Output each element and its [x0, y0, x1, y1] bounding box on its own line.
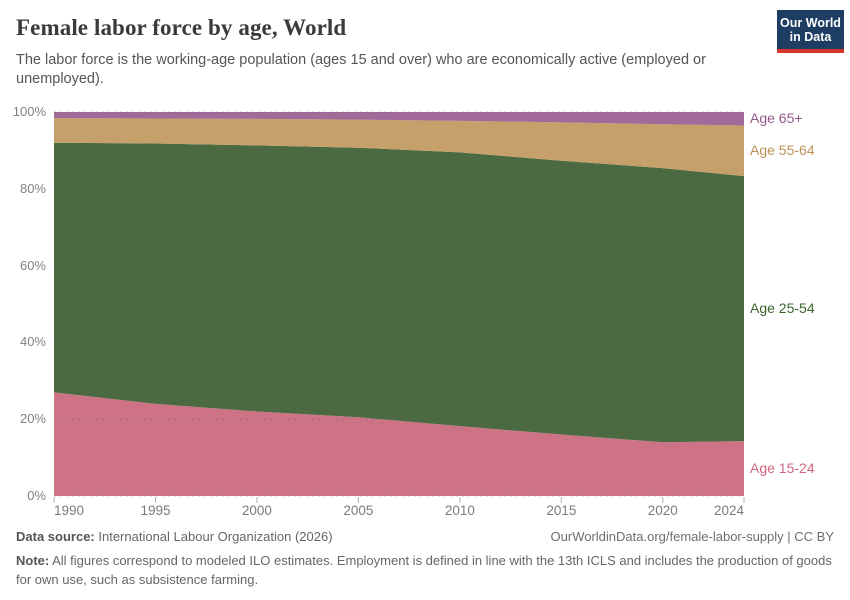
note-value: All figures correspond to modeled ILO es… — [16, 553, 832, 587]
legend-label-age-65[interactable]: Age 65+ — [750, 109, 803, 126]
chart-footer: Data source: International Labour Organi… — [16, 529, 834, 589]
owid-logo-text: Our World in Data — [777, 10, 844, 49]
chart-subtitle: The labor force is the working-age popul… — [16, 52, 706, 87]
page-title: Female labor force by age, World — [16, 15, 347, 40]
data-source-value: International Labour Organization (2026) — [98, 529, 333, 544]
area-age-15-24[interactable] — [54, 392, 744, 496]
legend-label-age-25-54[interactable]: Age 25-54 — [750, 299, 815, 316]
data-source-label: Data source: — [16, 529, 95, 544]
area-age-65[interactable] — [54, 112, 744, 126]
owid-logo-line2: in Data — [789, 29, 832, 44]
legend-label-age-15-24[interactable]: Age 15-24 — [750, 459, 815, 476]
note-label: Note: — [16, 553, 50, 568]
legend-label-age-55-64[interactable]: Age 55-64 — [750, 141, 815, 158]
area-age-55-64[interactable] — [54, 118, 744, 177]
owid-logo[interactable]: Our World in Data — [777, 10, 844, 53]
owid-logo-accent-bar — [777, 49, 844, 53]
data-source: Data source: International Labour Organi… — [16, 529, 333, 544]
area-age-25-54[interactable] — [54, 142, 744, 443]
citation-link[interactable]: OurWorldinData.org/female-labor-supply |… — [550, 529, 834, 544]
owid-logo-line1: Our World — [780, 15, 841, 30]
chart-note: Note: All figures correspond to modeled … — [16, 551, 834, 589]
